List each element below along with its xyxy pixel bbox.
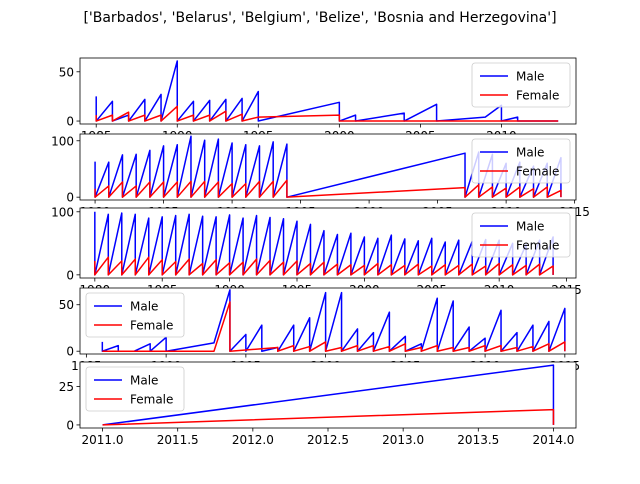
legend-box xyxy=(471,138,571,184)
legend: Male Female xyxy=(471,62,571,108)
y-tick-label: 100 xyxy=(51,205,74,219)
x-tick-label: 2013.5 xyxy=(457,433,499,447)
y-tick-label: 0 xyxy=(66,115,74,129)
legend-label-female: Female xyxy=(516,165,559,179)
x-tick-label: 2013.0 xyxy=(382,433,424,447)
series-line-male xyxy=(101,289,566,352)
legend-label-female: Female xyxy=(130,393,173,407)
y-tick-label: 0 xyxy=(66,268,74,282)
series-line-female xyxy=(102,408,555,426)
series-line-female xyxy=(102,301,566,352)
legend-box xyxy=(85,366,185,412)
series-line-male xyxy=(102,364,555,426)
x-tick-label: 2014.0 xyxy=(532,433,574,447)
legend-box xyxy=(85,292,185,338)
legend: Male Female xyxy=(471,212,571,258)
y-tick-label: 0 xyxy=(66,418,74,432)
axes-frame xyxy=(79,57,577,125)
legend-label-male: Male xyxy=(516,146,544,160)
legend: Male Female xyxy=(85,292,185,338)
legend-box xyxy=(471,212,571,258)
legend-label-female: Female xyxy=(130,319,173,333)
legend-label-male: Male xyxy=(130,374,158,388)
y-tick-label: 25 xyxy=(59,380,74,394)
subplot-5: 2011.0 2011.5 2012.0 2012.5 2013.0 2013.5 2014… xyxy=(59,361,577,447)
axes-frame xyxy=(79,133,577,201)
y-tick-label: 50 xyxy=(59,298,74,312)
legend-label-male: Male xyxy=(130,300,158,314)
x-tick-label: 2012.0 xyxy=(232,433,274,447)
legend-label-male: Male xyxy=(516,220,544,234)
y-tick-label: 0 xyxy=(66,345,74,359)
legend-box xyxy=(471,62,571,108)
y-tick-label: 0 xyxy=(66,191,74,205)
legend: Male Female xyxy=(85,366,185,412)
axes-frame xyxy=(79,287,577,355)
legend-label-female: Female xyxy=(516,239,559,253)
series-line-female xyxy=(94,256,554,276)
y-tick-label: 100 xyxy=(51,134,74,148)
chart-title: ['Barbados', 'Belarus', 'Belgium', 'Beli… xyxy=(83,10,556,26)
legend-label-female: Female xyxy=(516,89,559,103)
series-line-female xyxy=(95,105,559,122)
x-tick-label: 2011.5 xyxy=(157,433,199,447)
subplot-1: 198519901995200020052010050MaleFemale xyxy=(59,57,577,143)
subplot-4: 1985199019952000200520102015050MaleFemal… xyxy=(59,287,580,373)
series-line-female xyxy=(94,179,562,198)
y-tick-label: 50 xyxy=(59,65,74,79)
axes-frame xyxy=(79,207,577,279)
subplot-2: 198019851990199520002005201020150100Male… xyxy=(51,133,590,219)
legend-label-male: Male xyxy=(516,70,544,84)
x-tick-label: 2011.0 xyxy=(82,433,124,447)
legend: Male Female xyxy=(471,138,571,184)
x-tick-label: 2012.5 xyxy=(307,433,349,447)
subplot-3: 198019851990199520002005201020150100Male… xyxy=(51,205,582,297)
